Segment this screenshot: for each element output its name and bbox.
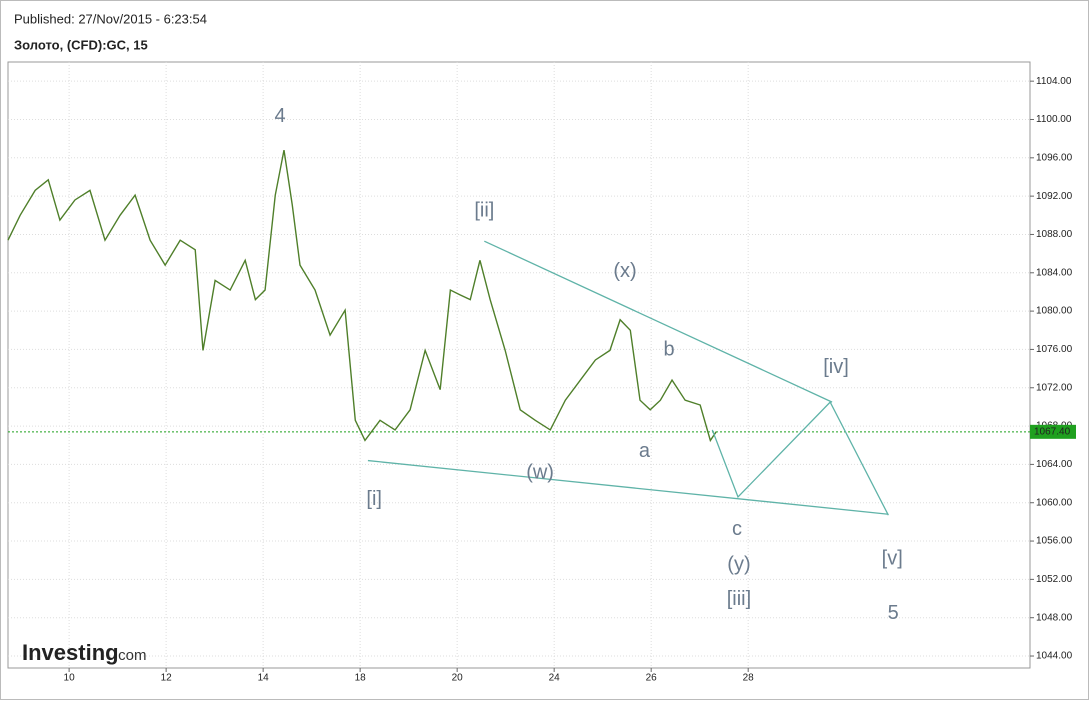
x-tick-label: 14 [258, 673, 270, 684]
y-tick-label: 1056.00 [1036, 536, 1073, 547]
y-tick-label: 1044.00 [1036, 651, 1073, 662]
y-tick-label: 1092.00 [1036, 191, 1073, 202]
y-tick-label: 1060.00 [1036, 497, 1073, 508]
x-tick-label: 24 [549, 673, 561, 684]
y-tick-label: 1076.00 [1036, 344, 1073, 355]
y-tick-label: 1104.00 [1036, 76, 1072, 87]
x-tick-label: 18 [355, 673, 367, 684]
wave-label: b [664, 339, 675, 361]
wave-label: [iii] [727, 588, 751, 610]
x-tick-label: 20 [452, 673, 464, 684]
wave-label: (w) [526, 461, 554, 483]
wave-label: 4 [275, 105, 286, 127]
wave-label: [v] [882, 548, 903, 570]
wave-label: [iv] [823, 356, 849, 378]
y-tick-label: 1052.00 [1036, 574, 1073, 585]
price-line [7, 150, 717, 443]
y-tick-label: 1100.00 [1036, 114, 1072, 125]
y-tick-label: 1084.00 [1036, 267, 1073, 278]
y-tick-label: 1048.00 [1036, 612, 1073, 623]
logo-suffix: .com [114, 647, 147, 664]
x-tick-label: 28 [743, 673, 755, 684]
wave-line [711, 401, 889, 516]
wave-label: (y) [727, 553, 750, 575]
y-tick-label: 1072.00 [1036, 382, 1073, 393]
last-price-label: 1067.40 [1034, 426, 1071, 437]
y-tick-label: 1088.00 [1036, 229, 1073, 240]
wave-label: 5 [888, 602, 899, 624]
wave-line [367, 459, 889, 515]
wave-label: c [732, 518, 742, 540]
plot-border [7, 61, 1031, 669]
wave-label: [ii] [474, 200, 494, 222]
wave-label: a [639, 440, 651, 462]
wave-label: (x) [613, 260, 636, 282]
published: Published: 27/Nov/2015 - 6:23:54 [14, 11, 207, 26]
wave-line [484, 240, 833, 403]
y-tick-label: 1064.00 [1036, 459, 1073, 470]
symbol: Золото, (CFD):GC, 15 [14, 37, 148, 52]
x-tick-label: 10 [64, 673, 76, 684]
y-tick-label: 1080.00 [1036, 306, 1073, 317]
x-tick-label: 26 [646, 673, 658, 684]
wave-label: [i] [366, 488, 382, 510]
logo: Investing [22, 640, 119, 665]
x-tick-label: 12 [161, 673, 173, 684]
last-price-box [1030, 424, 1076, 439]
y-tick-label: 1096.00 [1036, 152, 1073, 163]
